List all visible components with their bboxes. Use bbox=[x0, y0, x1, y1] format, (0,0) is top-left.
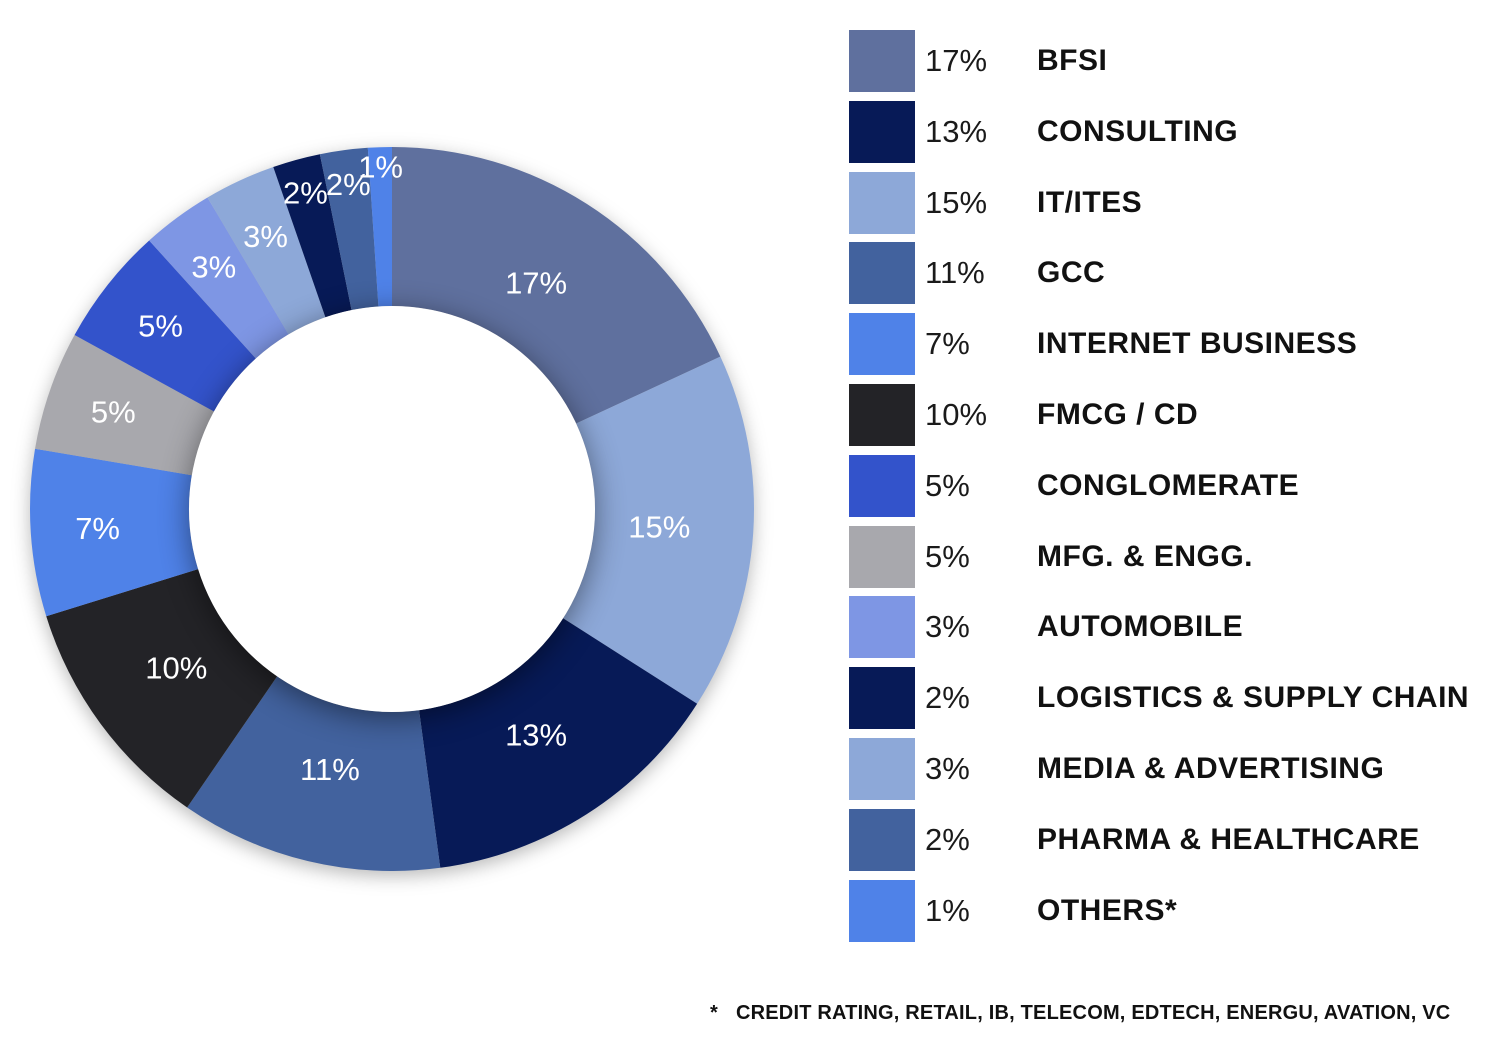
legend-swatch bbox=[849, 101, 915, 163]
footnote-text: CREDIT RATING, RETAIL, IB, TELECOM, EDTE… bbox=[735, 1002, 1451, 1024]
legend-item: 15% IT/ITES bbox=[849, 172, 1489, 234]
legend-percent: 5% bbox=[925, 468, 970, 503]
legend-item: 5% MFG. & ENGG. bbox=[849, 526, 1489, 588]
legend-swatch bbox=[849, 172, 915, 234]
legend-label: BFSI bbox=[1037, 44, 1108, 77]
legend-percent: 13% bbox=[925, 114, 988, 149]
donut-chart: 17%15%13%11%10%7%5%5%3%3%2%2%1% bbox=[29, 146, 755, 871]
legend-swatch bbox=[849, 596, 915, 658]
pie-slice-internet-business bbox=[29, 448, 199, 617]
pie-slice-label: 15% bbox=[628, 509, 690, 544]
legend-swatch bbox=[849, 384, 915, 446]
legend-label: IT/ITES bbox=[1037, 186, 1143, 219]
pie-slice-label: 3% bbox=[191, 250, 236, 285]
pie-slice-label: 5% bbox=[91, 395, 136, 430]
legend-item: 2% PHARMA & HEALTHCARE bbox=[849, 809, 1489, 871]
legend-percent: 2% bbox=[925, 680, 970, 715]
donut-hole bbox=[189, 306, 595, 712]
legend-label: OTHERS* bbox=[1037, 894, 1178, 927]
pie-slice-it-ites bbox=[563, 356, 755, 704]
pie-slice-label: 7% bbox=[75, 511, 120, 546]
legend-label: CONGLOMERATE bbox=[1037, 469, 1300, 502]
legend-percent: 10% bbox=[925, 397, 988, 432]
pie-slice-consulting bbox=[419, 618, 698, 868]
legend-item: 10% FMCG / CD bbox=[849, 384, 1489, 446]
legend-swatch bbox=[849, 313, 915, 375]
pie-slice-automobile bbox=[149, 197, 289, 359]
legend-swatch bbox=[849, 30, 915, 92]
legend-swatch bbox=[849, 242, 915, 304]
donut-slice-labels: 17%15%13%11%10%7%5%5%3%3%2%2%1% bbox=[75, 150, 690, 787]
legend-item: 3% MEDIA & ADVERTISING bbox=[849, 738, 1489, 800]
pie-slice-label: 2% bbox=[283, 176, 328, 211]
pie-slice-mfg-engg bbox=[35, 335, 214, 476]
pie-slice-gcc bbox=[187, 676, 441, 871]
legend-percent: 5% bbox=[925, 539, 970, 574]
legend-swatch bbox=[849, 526, 915, 588]
legend-label: MEDIA & ADVERTISING bbox=[1037, 752, 1385, 785]
legend-item: 3% AUTOMOBILE bbox=[849, 596, 1489, 658]
footnote-marker: * bbox=[710, 1002, 718, 1024]
pie-slice-label: 2% bbox=[326, 167, 371, 202]
legend-percent: 11% bbox=[925, 255, 985, 290]
donut-slices bbox=[29, 146, 755, 871]
legend-percent: 15% bbox=[925, 185, 988, 220]
pie-slice-others bbox=[367, 147, 392, 307]
footnote: * CREDIT RATING, RETAIL, IB, TELECOM, EDT… bbox=[710, 1002, 1450, 1025]
legend-item: 5% CONGLOMERATE bbox=[849, 455, 1489, 517]
pie-slice-media-advertising bbox=[207, 167, 326, 335]
pie-slice-label: 11% bbox=[300, 752, 360, 787]
pie-slice-label: 13% bbox=[505, 717, 567, 752]
legend-label: INTERNET BUSINESS bbox=[1037, 327, 1358, 360]
legend-percent: 1% bbox=[925, 893, 970, 928]
legend-swatch bbox=[849, 455, 915, 517]
legend-swatch bbox=[849, 880, 915, 942]
legend-label: CONSULTING bbox=[1037, 115, 1239, 148]
legend-swatch bbox=[849, 738, 915, 800]
legend-percent: 3% bbox=[925, 609, 970, 644]
legend-item: 7% INTERNET BUSINESS bbox=[849, 313, 1489, 375]
legend-item: 13% CONSULTING bbox=[849, 101, 1489, 163]
legend-item: 11% GCC bbox=[849, 242, 1489, 304]
legend-percent: 17% bbox=[925, 43, 988, 78]
legend-percent: 7% bbox=[925, 326, 970, 361]
legend-label: AUTOMOBILE bbox=[1037, 610, 1244, 643]
legend-label: MFG. & ENGG. bbox=[1037, 540, 1253, 573]
pie-slice-label: 17% bbox=[505, 266, 567, 301]
legend-label: FMCG / CD bbox=[1037, 398, 1199, 431]
pie-slice-pharma-healthcare bbox=[319, 147, 379, 311]
pie-slice-label: 10% bbox=[145, 650, 207, 685]
pie-slice-label: 1% bbox=[358, 150, 403, 185]
legend-percent: 2% bbox=[925, 822, 970, 857]
legend-item: 17% BFSI bbox=[849, 30, 1489, 92]
pie-slice-logistics-supply-chain bbox=[273, 154, 352, 318]
legend-item: 2% LOGISTICS & SUPPLY CHAIN bbox=[849, 667, 1489, 729]
pie-slice-conglomerate bbox=[74, 240, 256, 412]
legend-swatch bbox=[849, 667, 915, 729]
pie-slice-fmcg-cd bbox=[46, 569, 278, 808]
legend-swatch bbox=[849, 809, 915, 871]
legend-label: PHARMA & HEALTHCARE bbox=[1037, 823, 1420, 856]
pie-slice-label: 5% bbox=[138, 309, 183, 344]
pie-slice-bfsi bbox=[392, 146, 721, 424]
legend-percent: 3% bbox=[925, 751, 970, 786]
pie-slice-label: 3% bbox=[243, 219, 288, 254]
legend-item: 1% OTHERS* bbox=[849, 880, 1489, 942]
legend-label: GCC bbox=[1037, 256, 1106, 289]
legend-label: LOGISTICS & SUPPLY CHAIN bbox=[1037, 681, 1470, 714]
